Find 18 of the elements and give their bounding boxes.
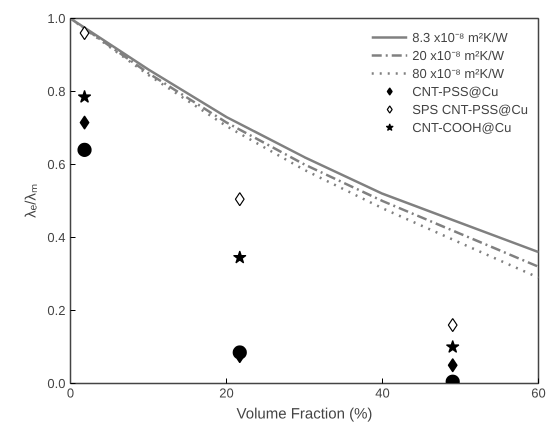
x-axis-title: Volume Fraction (%) — [236, 406, 372, 422]
legend-label: 8.3 x10⁻⁸ m²K/W — [412, 29, 508, 46]
legend-label: 80 x10⁻⁸ m²K/W — [412, 65, 504, 82]
y-tick-label: 0.4 — [47, 230, 66, 245]
y-tick-label: 0.2 — [47, 303, 66, 318]
legend-label: SPS CNT-PSS@Cu — [412, 100, 528, 118]
legend-label: 20 x10⁻⁸ m²K/W — [412, 47, 504, 64]
x-tick-label: 0 — [66, 386, 74, 400]
y-tick-label: 0.0 — [47, 376, 66, 391]
legend-label: CNT-PSS@Cu — [412, 82, 498, 100]
y-tick-label: 0.8 — [47, 84, 66, 99]
legend-label: CNT-COOH@Cu — [412, 118, 512, 136]
y-axis-title: λₑ/λₘ — [22, 184, 40, 218]
y-tick-label: 1.0 — [47, 11, 66, 26]
x-tick-label: 60 — [531, 386, 546, 400]
y-tick-label: 0.6 — [47, 157, 66, 172]
x-tick-label: 40 — [375, 386, 390, 400]
x-tick-label: 20 — [219, 386, 234, 400]
